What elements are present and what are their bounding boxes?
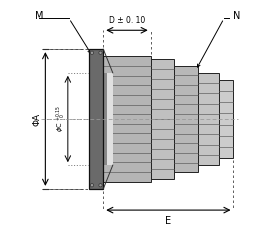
Circle shape <box>90 51 94 55</box>
Text: D ± 0. 10: D ± 0. 10 <box>109 16 145 25</box>
Text: ΦA: ΦA <box>32 112 41 126</box>
Bar <box>151 59 174 179</box>
Circle shape <box>99 51 102 55</box>
Circle shape <box>90 183 94 187</box>
Bar <box>103 73 107 165</box>
Bar <box>174 66 198 172</box>
Text: N: N <box>234 11 241 21</box>
Text: M: M <box>35 11 43 21</box>
Bar <box>219 80 234 158</box>
Text: E: E <box>165 216 171 226</box>
Bar <box>103 56 151 182</box>
Bar <box>89 49 103 189</box>
Bar <box>103 73 113 165</box>
Circle shape <box>99 183 102 187</box>
Bar <box>198 73 219 165</box>
Text: $\phi$C $^{+0.15}_{\ \ 0}$: $\phi$C $^{+0.15}_{\ \ 0}$ <box>55 106 68 132</box>
